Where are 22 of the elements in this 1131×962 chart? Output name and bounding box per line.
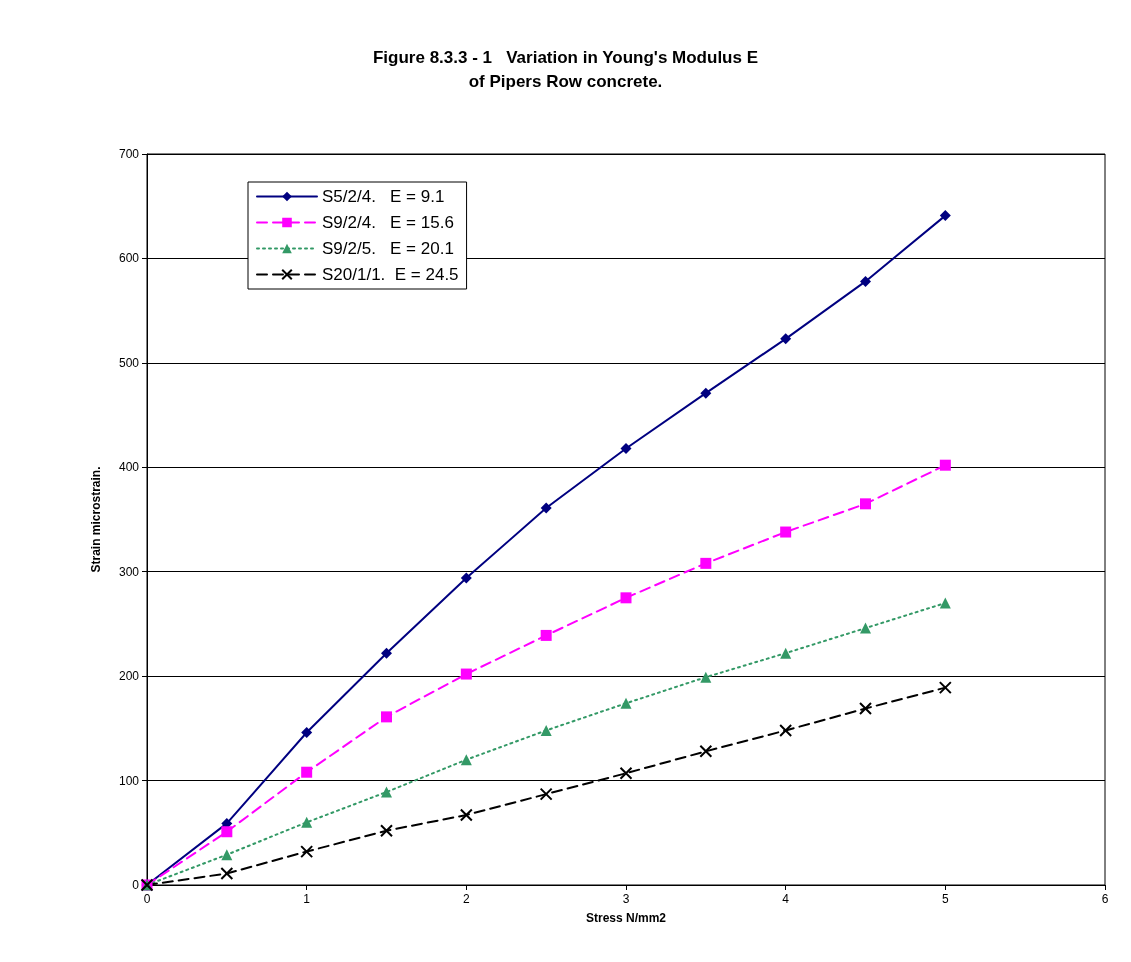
x-axis-title: Stress N/mm2 <box>585 911 667 925</box>
y-tick-label: 700 <box>118 147 140 161</box>
x-tick-label: 3 <box>622 892 630 906</box>
y-tick-label: 200 <box>118 669 140 684</box>
y-tick-label: 100 <box>118 773 140 788</box>
x-tick-label: 0 <box>143 892 151 906</box>
legend-label: S5/2/4. E = 9.1 <box>322 187 445 206</box>
y-tick-label: 300 <box>118 564 140 579</box>
x-tick-label: 4 <box>782 892 790 906</box>
legend-label: S9/2/5. E = 20.1 <box>322 239 454 258</box>
y-tick-label: 500 <box>118 355 140 370</box>
y-tick-label: 400 <box>118 460 140 475</box>
x-tick-label: 1 <box>303 892 311 906</box>
x-tick-label: 2 <box>462 892 470 906</box>
chart-title: Figure 8.3.3 - 1 Variation in Young's Modulus E of Pipers Row concrete. <box>372 47 759 91</box>
y-tick-label: 600 <box>118 251 140 266</box>
y-tick-label: 0 <box>132 878 140 892</box>
y-axis-title: Strain microstrain. <box>89 466 103 573</box>
legend-label: S9/2/4. E = 15.6 <box>322 213 454 232</box>
legend-label: S20/1/1. E = 24.5 <box>322 265 459 284</box>
x-tick-label: 5 <box>941 892 949 906</box>
x-tick-label: 6 <box>1101 892 1109 906</box>
